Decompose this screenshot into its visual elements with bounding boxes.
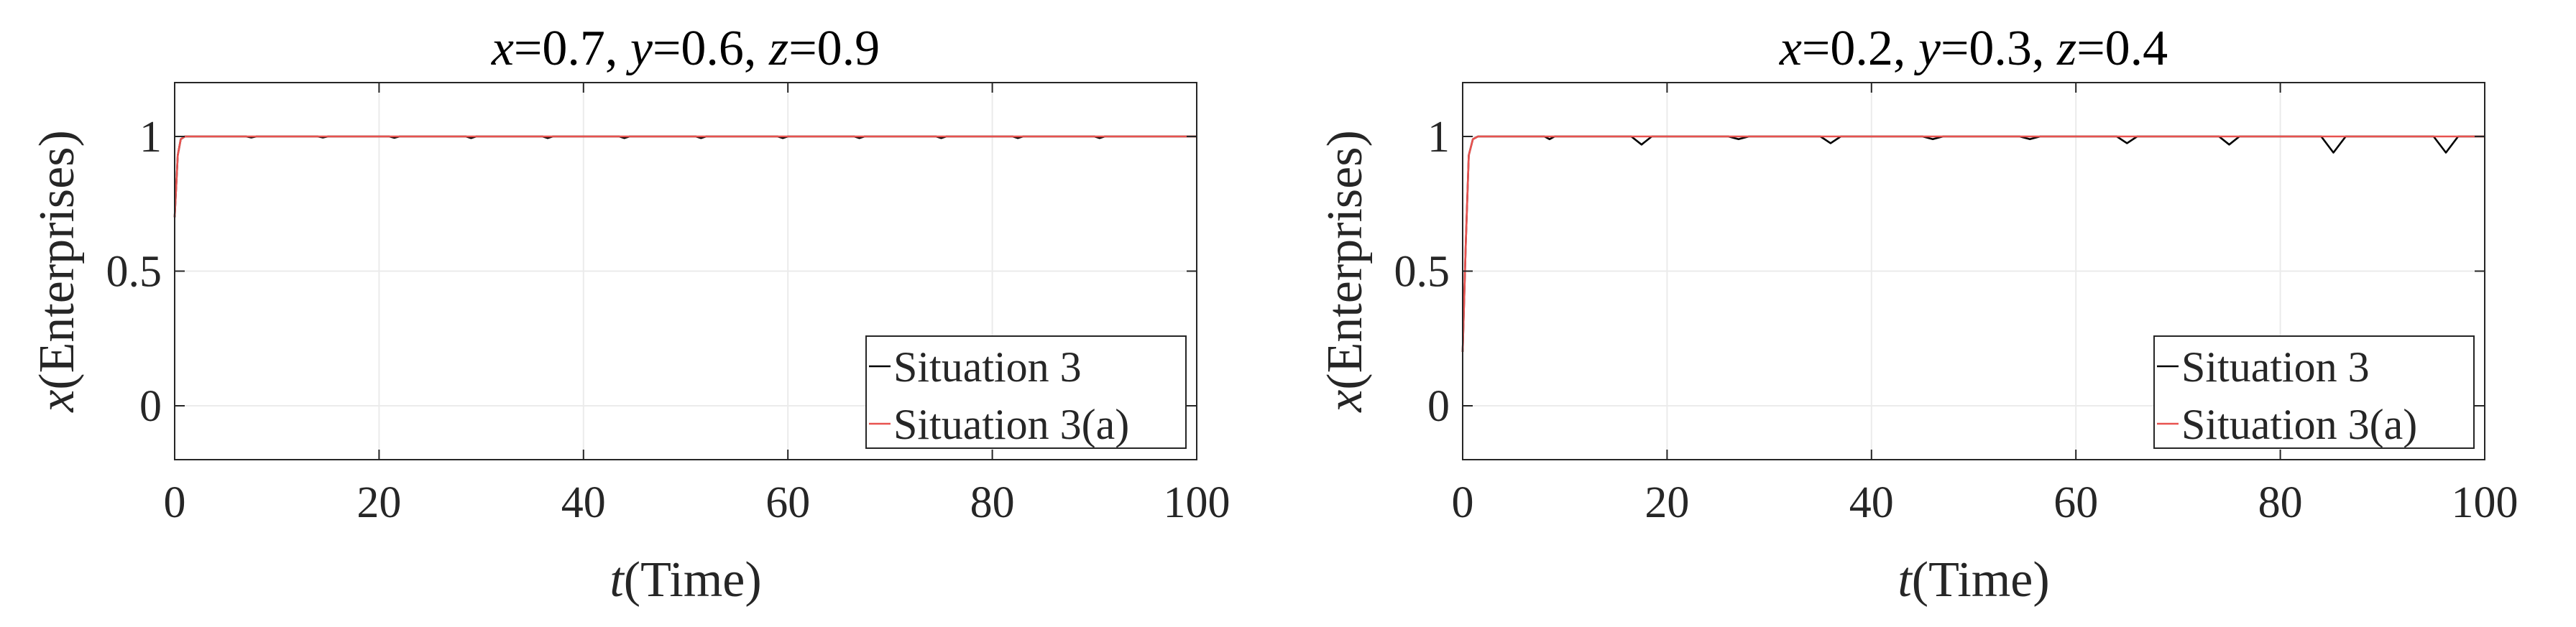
chart-title: x=0.7, y=0.6, z=0.9 — [491, 21, 880, 76]
legend-label: Situation 3 — [893, 343, 1082, 391]
label-text: =0.4 — [2076, 21, 2168, 76]
x-tick-label: 80 — [970, 478, 1015, 527]
series-line-1 — [173, 135, 1197, 218]
legend: Situation 3 Situation 3(a) — [865, 335, 1187, 449]
x-tick-label: 80 — [2258, 478, 2303, 527]
label-text: (Enterprises) — [29, 130, 85, 390]
y-tick-label: 1 — [139, 113, 162, 162]
series-line-1 — [1461, 135, 2485, 353]
y-tick-label: 0.5 — [106, 248, 162, 297]
legend-label: Situation 3 — [2181, 343, 2370, 391]
italic-symbol: z — [768, 21, 788, 76]
x-tick-label: 20 — [1644, 478, 1689, 527]
series-line-2 — [1461, 135, 2485, 353]
chart-panel-right: 0 20 40 60 80 100 0 0.5 1 x=0.2, y=0.3, z=0.4 t(Ti… — [1288, 0, 2576, 627]
label-text: =0.6, — [653, 21, 769, 76]
italic-symbol: t — [1898, 552, 1913, 608]
legend-box — [2153, 335, 2475, 449]
x-tick-label: 100 — [1164, 478, 1230, 527]
label-text: =0.3, — [1941, 21, 2057, 76]
legend-label: Situation 3(a) — [2181, 401, 2417, 448]
label-text: (Enterprises) — [1317, 130, 1373, 390]
italic-symbol: x — [29, 390, 85, 413]
italic-symbol: z — [2056, 21, 2076, 76]
legend-box — [865, 335, 1187, 449]
italic-symbol: y — [1914, 21, 1941, 76]
chart-panel-left: 0 20 40 60 80 100 0 0.5 1 x=0.7, y=0.6, z=0.9 t(Ti… — [29, 21, 1230, 608]
italic-symbol: x — [1317, 390, 1373, 413]
x-tick-label: 0 — [1452, 478, 1474, 527]
x-axis-label: t(Time) — [1898, 552, 2049, 608]
chart-title: x=0.2, y=0.3, z=0.4 — [1779, 21, 2168, 76]
x-tick-label: 60 — [2053, 478, 2098, 527]
y-tick-label: 0 — [139, 382, 162, 431]
italic-symbol: y — [626, 21, 653, 76]
x-tick-label: 40 — [1849, 478, 1894, 527]
legend: Situation 3 Situation 3(a) — [2153, 335, 2475, 449]
label-text: (Time) — [1912, 552, 2050, 608]
y-axis-label: x(Enterprises) — [29, 130, 85, 413]
label-text: =0.7, — [514, 21, 630, 76]
x-tick-label: 20 — [356, 478, 401, 527]
series-line-2 — [173, 135, 1197, 218]
x-axis-label: t(Time) — [610, 552, 761, 608]
italic-symbol: x — [491, 21, 514, 76]
label-text: =0.9 — [788, 21, 880, 76]
italic-symbol: x — [1779, 21, 1802, 76]
x-tick-label: 100 — [2452, 478, 2518, 527]
y-tick-label: 0 — [1427, 382, 1450, 431]
label-text: =0.2, — [1802, 21, 1918, 76]
x-tick-label: 0 — [164, 478, 186, 527]
x-tick-label: 60 — [765, 478, 810, 527]
y-tick-label: 1 — [1427, 113, 1450, 162]
legend-label: Situation 3(a) — [893, 401, 1129, 448]
x-tick-label: 40 — [561, 478, 606, 527]
y-tick-label: 0.5 — [1394, 248, 1450, 297]
label-text: (Time) — [624, 552, 762, 608]
italic-symbol: t — [610, 552, 625, 608]
y-axis-label: x(Enterprises) — [1317, 130, 1373, 413]
